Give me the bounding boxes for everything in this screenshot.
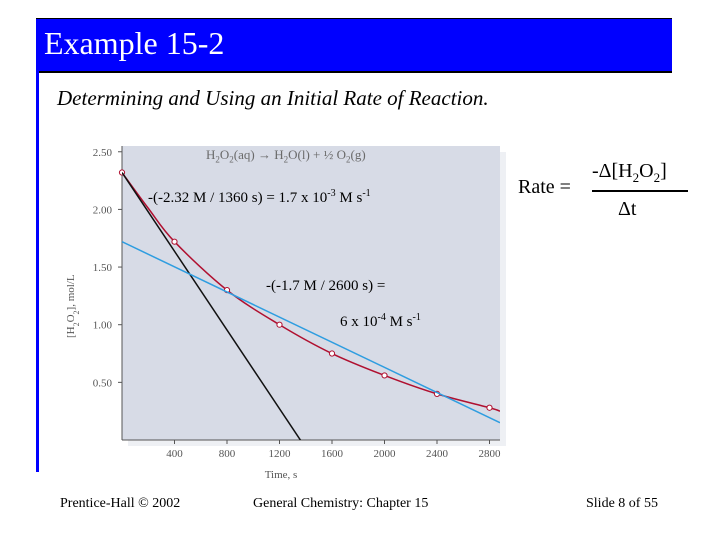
- footer-slide-number: Slide 8 of 55: [586, 496, 658, 511]
- rate-lhs: Rate =: [518, 176, 571, 198]
- initial-rate-calc: -(-2.32 M / 1360 s) = 1.7 x 10-3 M s-1: [148, 188, 371, 206]
- data-point: [328, 350, 336, 357]
- footer-chapter: General Chemistry: Chapter 15: [253, 496, 429, 511]
- tangent-line-1200s: [122, 241, 500, 424]
- tangent-rate-calc-line2: 6 x 10-4 M s-1: [340, 312, 421, 330]
- data-point: [486, 404, 493, 411]
- y-axis-label: [H2O2], mol/L: [65, 274, 81, 338]
- slide-title: Example 15-2: [44, 25, 225, 61]
- concentration-chart: 0.50 1.00 1.50 2.00 2.50 400 800 1200 1600 2000 24…: [65, 146, 506, 481]
- x-tick-label: 2400: [426, 448, 449, 460]
- y-tick-label: 0.50: [93, 377, 113, 389]
- footer-publisher: Prentice-Hall © 2002: [60, 496, 181, 511]
- x-tick-label: 2000: [374, 448, 397, 460]
- initial-tangent-line: [122, 172, 302, 440]
- x-tick-label: 1200: [269, 448, 292, 460]
- tangent-rate-calc-line1: -(-1.7 M / 2600 s) =: [266, 278, 386, 294]
- rate-denominator: Δt: [618, 198, 637, 220]
- title-bar: Example 15-2: [36, 18, 672, 73]
- concentration-curve: [122, 172, 500, 412]
- times-sign: x: [351, 314, 359, 330]
- x-tick-label: 800: [219, 448, 236, 460]
- y-tick-label: 1.50: [93, 262, 113, 274]
- y-tick-label: 2.50: [93, 147, 113, 159]
- data-point: [381, 372, 388, 379]
- times-sign: x: [301, 190, 309, 206]
- reaction-equation: H2O2(aq) → H2O(l) + ½ O2(g): [206, 147, 366, 165]
- x-axis-label: Time, s: [265, 469, 298, 481]
- rate-equation: Rate = -Δ[H2O2] Δt: [518, 160, 698, 230]
- x-tick-label: 2800: [479, 448, 502, 460]
- slide-subtitle: Determining and Using an Initial Rate of…: [57, 86, 489, 110]
- x-tick-label: 400: [166, 448, 183, 460]
- data-point: [171, 238, 178, 245]
- rate-numerator: -Δ[H2O2]: [592, 160, 667, 185]
- data-point: [276, 321, 283, 328]
- left-accent-rule: [36, 70, 39, 472]
- y-tick-label: 2.00: [93, 204, 113, 216]
- fraction-bar: [592, 190, 688, 192]
- x-tick-label: 1600: [321, 448, 344, 460]
- y-tick-label: 1.00: [93, 320, 113, 332]
